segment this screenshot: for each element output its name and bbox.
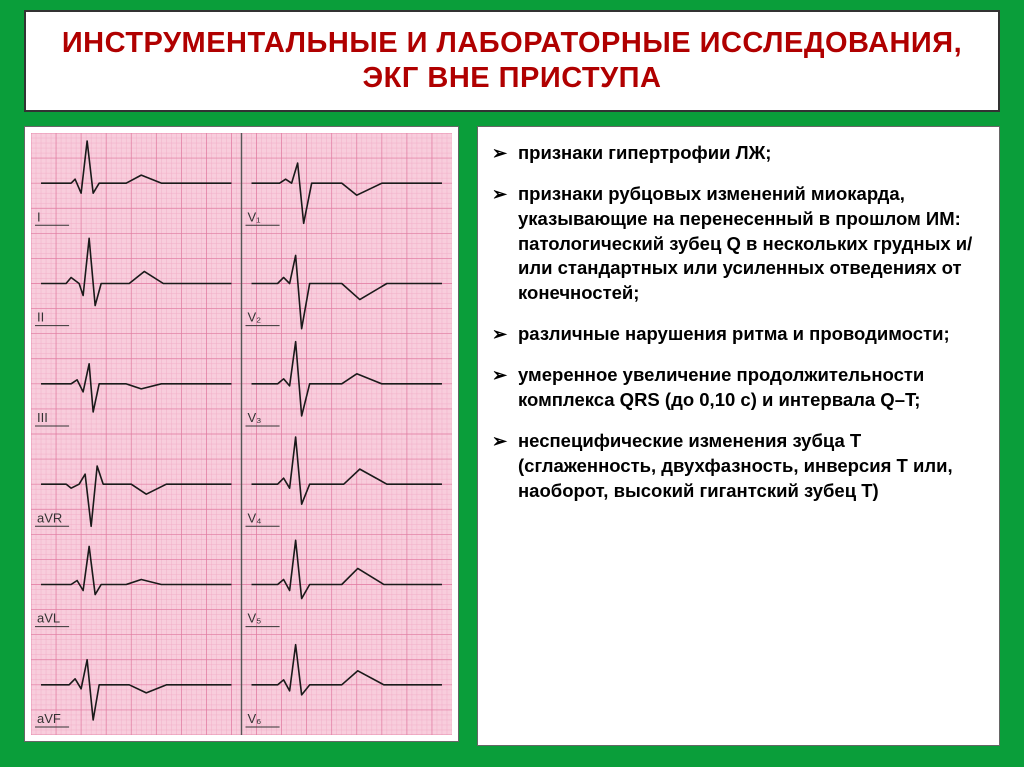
ecg-lead-label: I <box>37 209 41 224</box>
ecg-panel: IIIIIIaVRaVLaVFV₁V₂V₃V₄V₅V₆ <box>24 126 459 742</box>
ecg-chart: IIIIIIaVRaVLaVFV₁V₂V₃V₄V₅V₆ <box>31 133 452 735</box>
bullet-item: различные нарушения ритма и проводимости… <box>490 322 983 347</box>
ecg-lead-label: II <box>37 309 44 324</box>
page-title: ИНСТРУМЕНТАЛЬНЫЕ И ЛАБОРАТОРНЫЕ ИССЛЕДОВ… <box>44 26 980 96</box>
bullet-item: признаки рубцовых изменений миокарда, ук… <box>490 182 983 307</box>
ecg-lead-label: V₅ <box>248 610 262 625</box>
ecg-lead-label: V₁ <box>248 209 262 224</box>
ecg-lead-label: V₄ <box>248 510 262 525</box>
ecg-lead-label: V₂ <box>248 309 262 324</box>
content-row: IIIIIIaVRaVLaVFV₁V₂V₃V₄V₅V₆ признаки гип… <box>10 126 1014 746</box>
ecg-lead-label: V₃ <box>248 410 262 425</box>
bullet-list: признаки гипертрофии ЛЖ; признаки рубцовы… <box>490 141 983 505</box>
title-box: ИНСТРУМЕНТАЛЬНЫЕ И ЛАБОРАТОРНЫЕ ИССЛЕДОВ… <box>24 10 1000 112</box>
ecg-lead-label: V₆ <box>248 711 262 726</box>
ecg-lead-label: aVR <box>37 510 62 525</box>
bullet-item: неспецифические изменения зубца T (сглаж… <box>490 429 983 504</box>
bullet-item: умеренное увеличение продолжительности к… <box>490 363 983 413</box>
ecg-lead-label: III <box>37 410 48 425</box>
slide: ИНСТРУМЕНТАЛЬНЫЕ И ЛАБОРАТОРНЫЕ ИССЛЕДОВ… <box>10 10 1014 757</box>
ecg-lead-label: aVF <box>37 711 61 726</box>
bullet-item: признаки гипертрофии ЛЖ; <box>490 141 983 166</box>
ecg-lead-label: aVL <box>37 610 60 625</box>
bullets-panel: признаки гипертрофии ЛЖ; признаки рубцовы… <box>477 126 1000 746</box>
